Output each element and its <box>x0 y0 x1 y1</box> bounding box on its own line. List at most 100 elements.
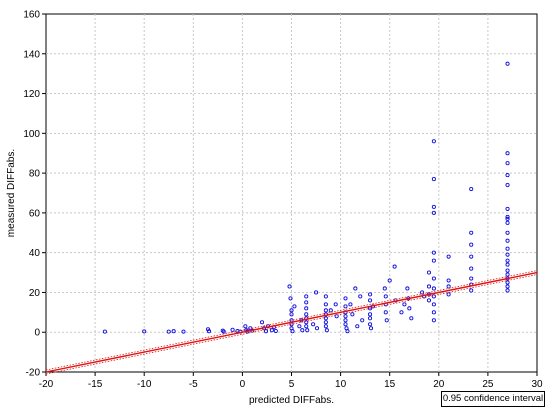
data-point <box>333 302 338 307</box>
x-tick-label: 0 <box>240 379 246 390</box>
data-point <box>304 312 309 317</box>
data-point <box>259 320 265 325</box>
data-point <box>399 310 404 315</box>
data-point <box>297 324 302 329</box>
data-point <box>431 250 436 255</box>
data-point <box>505 151 510 156</box>
y-tick-label: 60 <box>29 208 41 219</box>
x-tick-label: -5 <box>189 379 198 390</box>
data-point <box>431 276 436 281</box>
data-point <box>304 294 309 299</box>
data-point <box>368 316 373 321</box>
data-point <box>368 298 373 303</box>
data-point <box>469 276 474 281</box>
data-point <box>343 318 348 323</box>
data-point <box>221 329 226 334</box>
data-point <box>348 302 353 307</box>
data-point <box>343 314 348 319</box>
data-point <box>343 322 348 327</box>
data-point <box>383 310 388 315</box>
data-point <box>345 329 350 334</box>
data-point <box>387 278 392 283</box>
x-tick-label: -20 <box>39 379 54 390</box>
data-point <box>206 329 212 334</box>
data-point <box>314 326 320 331</box>
data-point <box>469 186 474 192</box>
data-point <box>431 294 436 299</box>
y-tick-label: -20 <box>26 368 41 379</box>
data-point <box>505 280 510 285</box>
x-tick-label: 5 <box>289 379 295 390</box>
data-point <box>402 302 407 307</box>
data-point <box>431 302 436 307</box>
data-point <box>289 312 294 317</box>
data-point <box>446 284 451 289</box>
data-point <box>181 329 186 334</box>
data-point <box>287 284 292 289</box>
data-point <box>343 304 348 309</box>
data-point <box>304 324 309 329</box>
data-point <box>358 294 363 299</box>
data-point <box>171 329 176 334</box>
data-point <box>505 214 510 219</box>
data-point <box>505 216 510 221</box>
y-tick-label: 120 <box>23 89 40 100</box>
data-point <box>505 252 510 257</box>
data-point <box>300 328 305 333</box>
x-tick-label: -15 <box>88 379 103 390</box>
y-axis-label: measured DIFFabs. <box>6 149 17 237</box>
data-point <box>431 177 436 182</box>
data-point <box>263 329 269 334</box>
data-point <box>505 238 510 243</box>
y-tick-label: 160 <box>23 10 40 21</box>
x-tick-label: -10 <box>137 379 152 390</box>
grid-lines <box>46 14 537 372</box>
data-point <box>505 288 510 293</box>
data-point <box>304 320 309 325</box>
data-point <box>469 242 474 247</box>
data-point <box>407 306 412 311</box>
data-point <box>431 318 436 323</box>
data-point <box>304 300 309 305</box>
data-point <box>368 326 374 331</box>
data-point <box>505 182 510 188</box>
data-point <box>505 272 510 277</box>
x-tick-label: 20 <box>433 379 445 390</box>
data-point <box>431 204 436 209</box>
data-point <box>431 210 436 215</box>
x-tick-label: 25 <box>482 379 494 390</box>
data-point <box>420 290 425 295</box>
y-tick-label: 100 <box>23 129 40 140</box>
data-point <box>505 173 510 178</box>
data-point <box>446 278 451 283</box>
x-tick-label: 30 <box>531 379 543 390</box>
data-point <box>273 328 278 334</box>
y-tick-label: 80 <box>29 169 41 180</box>
data-point <box>324 328 329 333</box>
data-point <box>505 161 510 166</box>
data-point <box>323 320 328 325</box>
x-axis-label: predicted DIFFabs. <box>249 395 334 406</box>
y-tick-label: 20 <box>29 288 41 299</box>
data-point <box>431 286 436 291</box>
data-point <box>469 266 474 271</box>
x-tick-label: 15 <box>384 379 396 390</box>
data-point <box>469 288 474 293</box>
data-point <box>360 318 365 323</box>
data-point <box>431 258 436 263</box>
data-point <box>230 327 235 332</box>
data-point <box>289 308 294 313</box>
legend-text: 0.95 confidence interval <box>442 393 544 404</box>
data-point <box>305 328 310 333</box>
data-point <box>368 312 373 317</box>
fit-line-group <box>45 270 538 375</box>
data-point <box>355 324 360 329</box>
data-point <box>269 328 274 333</box>
data-point <box>505 230 510 235</box>
data-point <box>142 329 147 334</box>
confidence-band-lower <box>45 274 538 375</box>
data-point <box>505 262 510 267</box>
data-point <box>353 286 358 291</box>
